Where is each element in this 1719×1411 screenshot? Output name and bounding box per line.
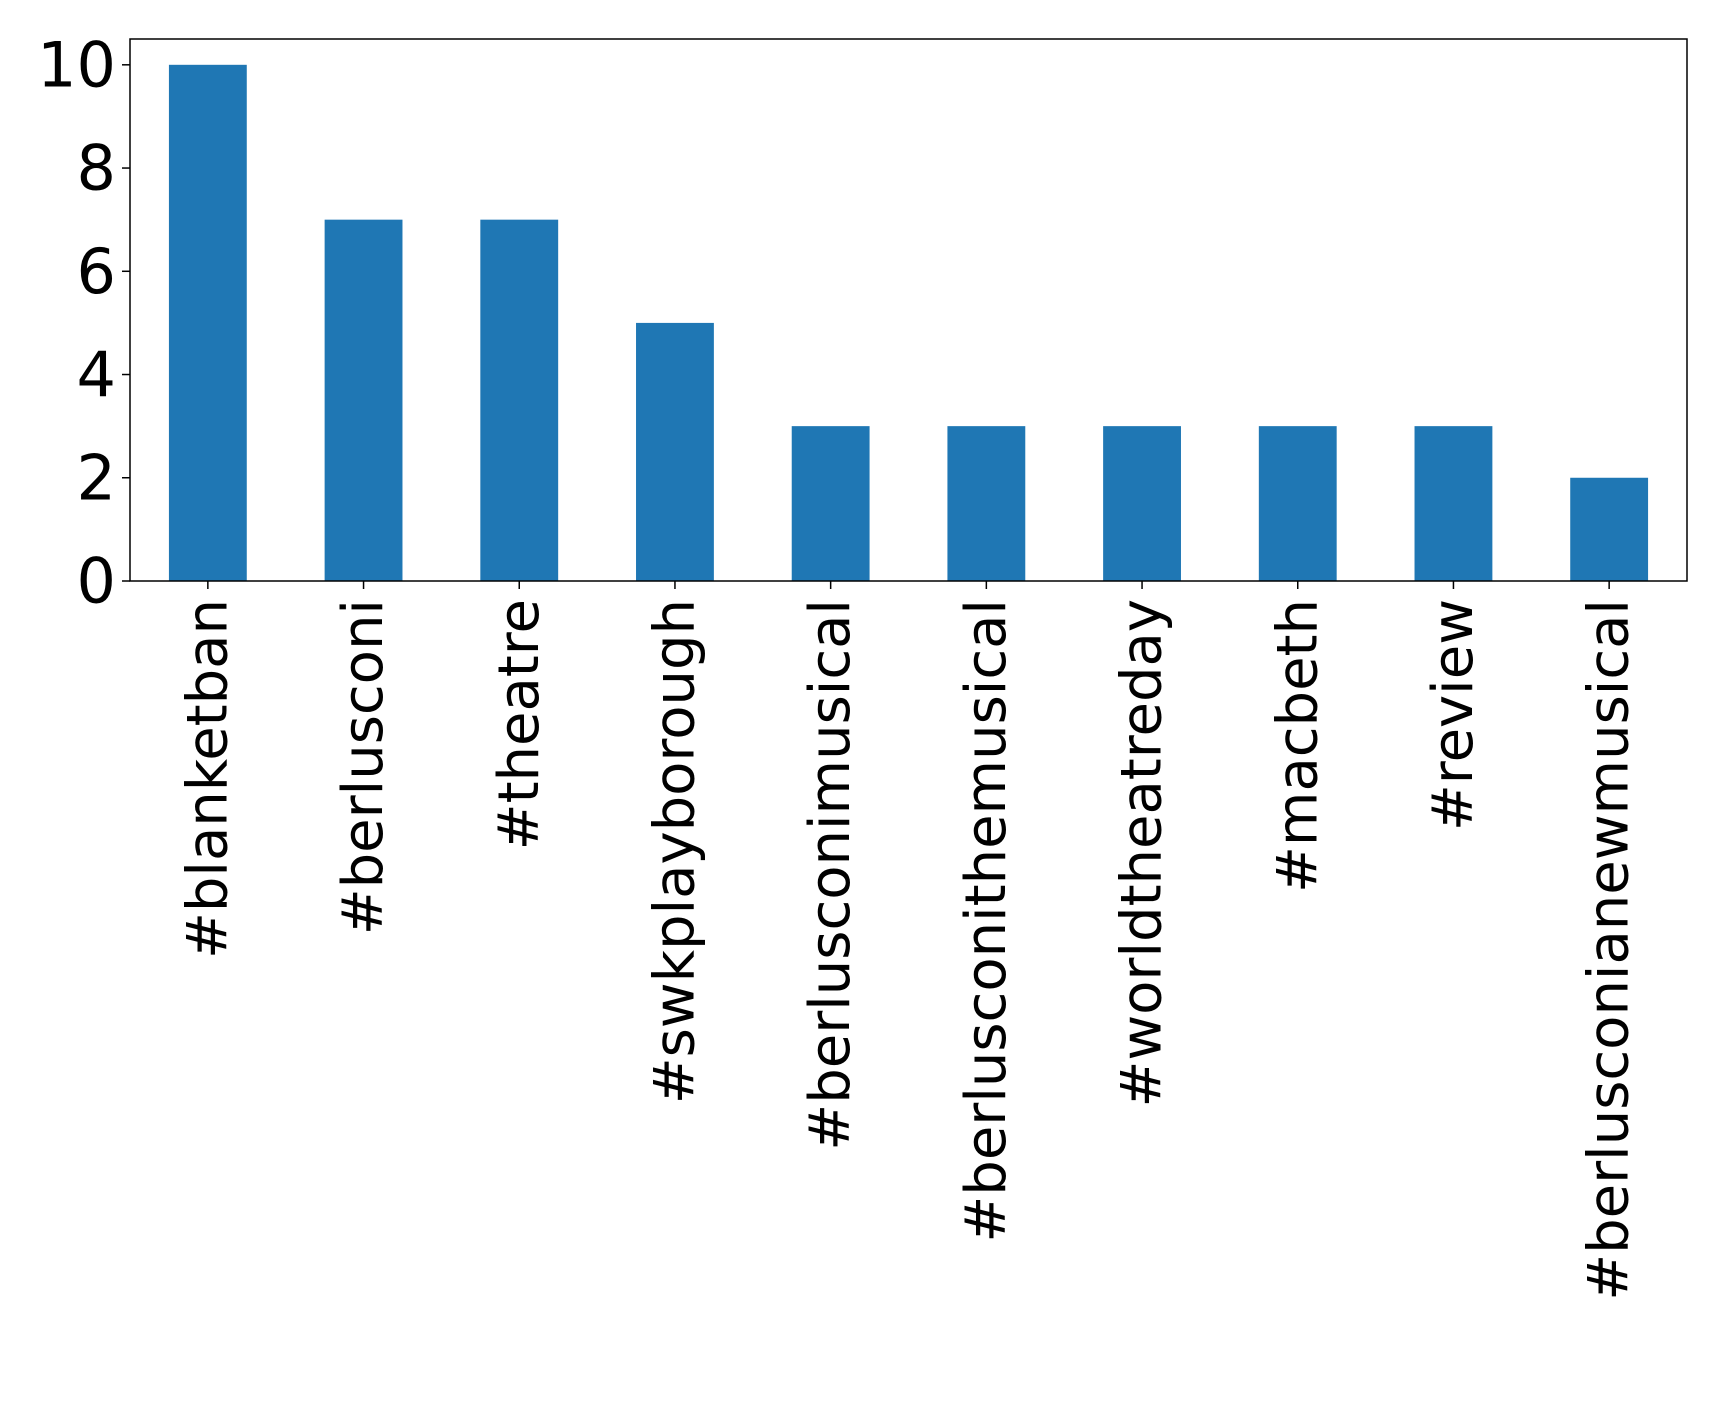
bar xyxy=(1258,426,1337,581)
x-tick-label: #swkplayborough xyxy=(642,599,707,1104)
x-tick-label: #berlusconi xyxy=(331,599,396,935)
bar xyxy=(480,219,559,581)
x-tick-label: #macbeth xyxy=(1265,599,1330,893)
y-tick-label: 10 xyxy=(37,28,116,101)
bar xyxy=(324,219,403,581)
bar xyxy=(1103,426,1181,581)
plot-frame xyxy=(129,38,1688,582)
x-tick-label: #berlusconianewmusical xyxy=(1577,599,1642,1301)
y-tick-label: 4 xyxy=(77,338,116,411)
bar xyxy=(1414,426,1493,581)
bar xyxy=(947,426,1026,581)
y-tick-label: 8 xyxy=(77,132,116,205)
y-tick-label: 6 xyxy=(77,235,116,308)
x-tick-label: #berlusconithemusical xyxy=(954,599,1019,1243)
x-tick-label: #worldtheatreday xyxy=(1110,599,1175,1108)
x-tick-label: #blanketban xyxy=(175,599,240,959)
x-tick-label: #berlusconimusical xyxy=(798,599,863,1151)
bar xyxy=(1570,477,1649,581)
x-tick-label: #review xyxy=(1421,599,1486,831)
bar xyxy=(636,322,714,581)
bar xyxy=(791,426,870,581)
y-tick-label: 2 xyxy=(77,441,116,514)
y-tick-label: 0 xyxy=(77,545,116,618)
x-tick-label: #theatre xyxy=(487,599,552,850)
bar xyxy=(168,64,247,582)
